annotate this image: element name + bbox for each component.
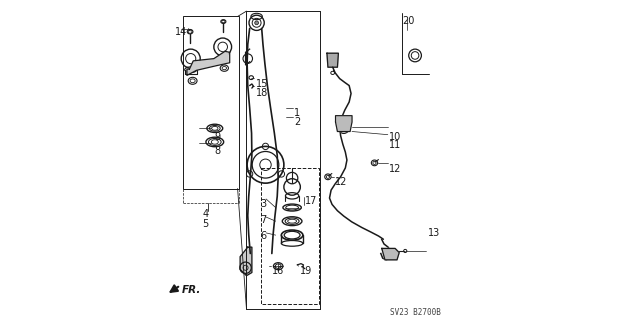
Text: 13: 13	[428, 227, 440, 238]
Polygon shape	[335, 116, 352, 131]
Bar	[183, 17, 239, 189]
Text: 11: 11	[389, 140, 401, 150]
Text: 10: 10	[389, 132, 401, 143]
Text: 18: 18	[256, 88, 268, 98]
Text: 4: 4	[202, 209, 209, 219]
Polygon shape	[187, 52, 228, 74]
Text: 16: 16	[272, 266, 284, 276]
Text: FR.: FR.	[182, 285, 202, 294]
Text: 15: 15	[256, 78, 268, 89]
Text: 3: 3	[260, 199, 266, 209]
Polygon shape	[327, 53, 339, 67]
Text: 1: 1	[294, 108, 300, 118]
Text: 5: 5	[202, 219, 209, 229]
Text: 12: 12	[335, 177, 348, 187]
Text: 14: 14	[175, 27, 187, 37]
Text: 8: 8	[215, 146, 221, 156]
Text: 17: 17	[305, 196, 317, 206]
Text: 20: 20	[402, 17, 414, 26]
Circle shape	[255, 21, 259, 25]
Text: 6: 6	[260, 231, 266, 241]
Polygon shape	[240, 247, 252, 276]
Bar	[261, 168, 319, 304]
Polygon shape	[382, 249, 399, 260]
Text: 9: 9	[215, 132, 221, 143]
Text: 2: 2	[294, 117, 300, 127]
Text: SV23 B2700B: SV23 B2700B	[390, 308, 440, 317]
Text: 12: 12	[389, 164, 401, 174]
Text: 7: 7	[260, 215, 267, 226]
Text: 19: 19	[300, 266, 312, 276]
